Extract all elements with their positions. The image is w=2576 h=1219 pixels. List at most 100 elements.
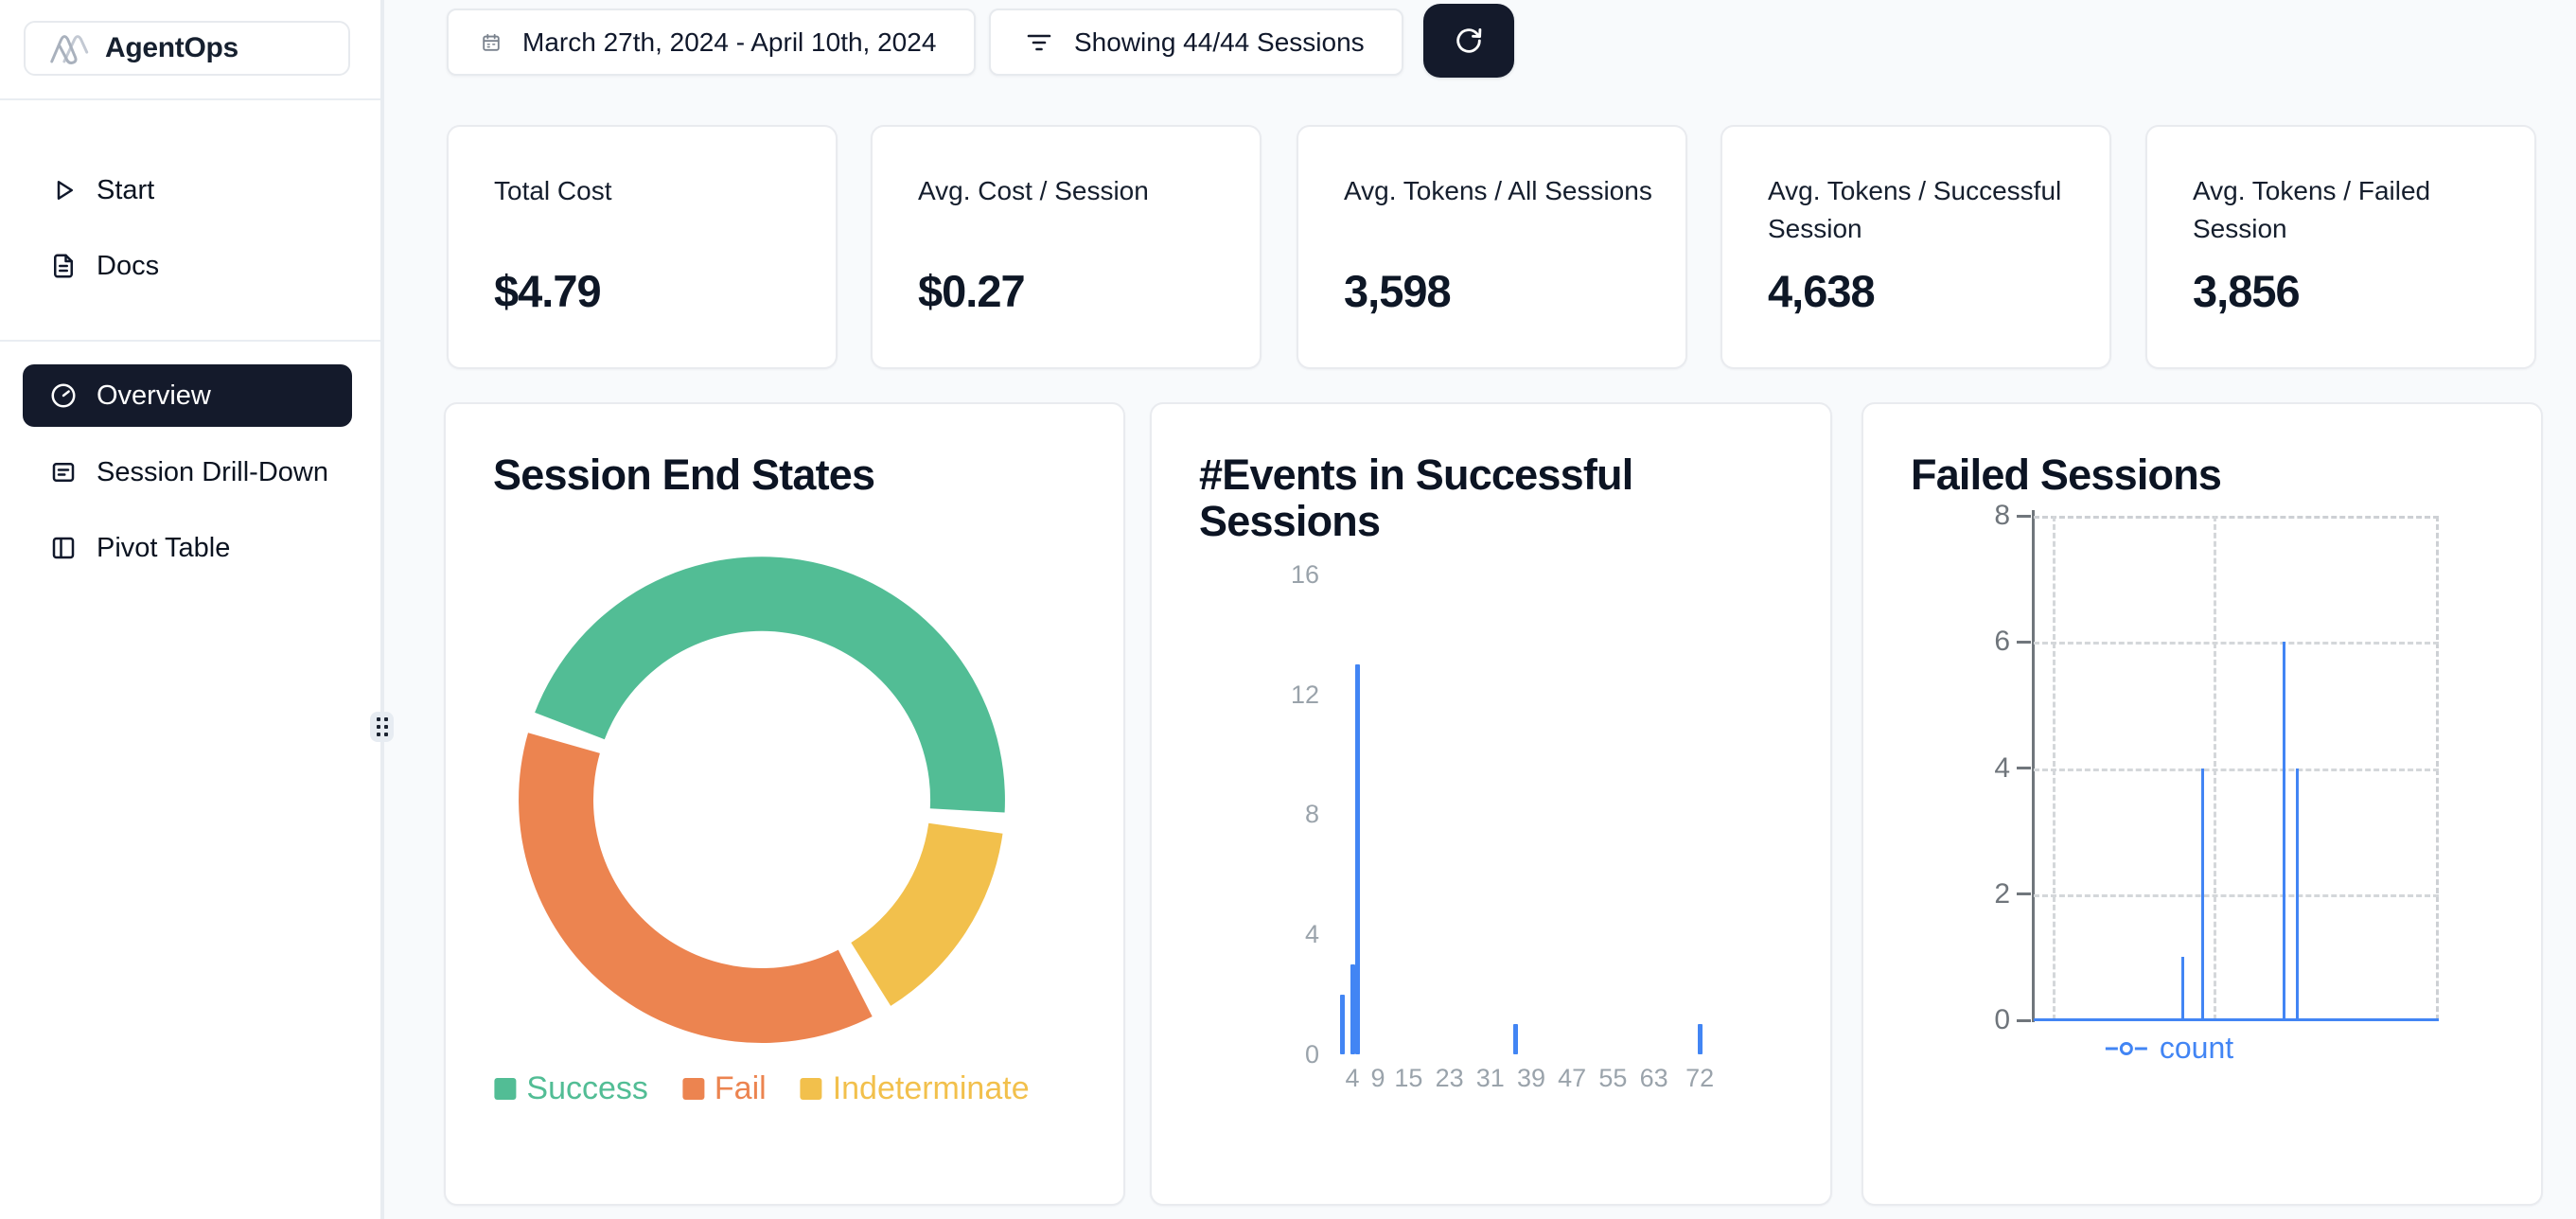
legend-label: Fail — [714, 1070, 767, 1106]
x-tick-label: 31 — [1475, 1064, 1505, 1092]
count-line-spike[interactable] — [2295, 768, 2299, 1020]
donut-segment-fail[interactable] — [519, 733, 873, 1043]
y-tick-label: 4 — [1304, 920, 1319, 949]
filter-icon — [1027, 34, 1051, 50]
count-line-spike[interactable] — [2180, 957, 2184, 1020]
h-gridline — [2034, 893, 2439, 897]
sidebar-item-label: Session Drill-Down — [97, 456, 328, 487]
events-plot[interactable]: 16 12 8 4 0 4 9 15 23 31 39 47 55 63 72 — [1152, 404, 1834, 1208]
y-tick-label: 2 — [1994, 877, 2010, 910]
count-legend-label: count — [2159, 1031, 2234, 1065]
donut-segment-success[interactable] — [535, 556, 1005, 813]
sessions-filter-button[interactable]: Showing 44/44 Sessions — [989, 9, 1403, 76]
agentops-logo-icon — [50, 35, 89, 64]
count-legend[interactable]: count — [2105, 1031, 2233, 1066]
calendar-icon — [483, 33, 500, 51]
sidebar: AgentOps Start Docs Overview Session Dri… — [0, 0, 380, 1219]
session-end-states-donut[interactable] — [519, 556, 1005, 1043]
refresh-icon — [1456, 27, 1482, 53]
y-tick-label: 0 — [1304, 1040, 1319, 1069]
failed-sessions-card: Failed Sessions 8 6 4 2 0 count — [1861, 402, 2543, 1206]
x-tick-label: 23 — [1435, 1064, 1464, 1092]
y-tick-mark — [2017, 767, 2031, 769]
stat-card-avg-tokens-failed: Avg. Tokens / Failed Session 3,856 — [2145, 125, 2536, 369]
legend-item-fail[interactable]: Fail — [681, 1070, 767, 1107]
y-tick-label: 12 — [1290, 680, 1319, 709]
y-tick-mark — [2017, 1018, 2031, 1022]
h-gridline — [2034, 642, 2439, 645]
session-end-states-card: Session End States Success Fail Indetermin… — [444, 402, 1125, 1206]
stat-value: $0.27 — [918, 266, 1026, 316]
sidebar-item-label: Overview — [97, 380, 211, 411]
sidebar-item-docs[interactable]: Docs — [23, 244, 352, 288]
panel-left-icon — [52, 537, 75, 559]
count-line-baseline — [2034, 1018, 2439, 1021]
sessions-filter-text: Showing 44/44 Sessions — [1074, 26, 1365, 57]
gauge-icon — [51, 383, 76, 408]
events-in-successful-sessions-card: #Events in Successful Sessions 16 12 8 4 0 4 9… — [1150, 402, 1832, 1206]
v-gridline — [2053, 516, 2056, 1020]
document-icon — [54, 254, 73, 278]
chart-title: Session End States — [493, 450, 875, 499]
stat-card-total-cost: Total Cost $4.79 — [447, 125, 838, 369]
x-tick-label: 72 — [1685, 1064, 1715, 1092]
legend-item-indeterminate[interactable]: Indeterminate — [800, 1070, 1030, 1107]
count-line-spike[interactable] — [2200, 768, 2204, 1020]
plot-border-top — [2034, 516, 2439, 519]
donut-legend: Success Fail Indeterminate — [494, 1070, 1030, 1107]
legend-item-success[interactable]: Success — [494, 1070, 648, 1107]
sidebar-item-session-drill-down[interactable]: Session Drill-Down — [23, 450, 352, 494]
stat-card-avg-tokens-successful: Avg. Tokens / Successful Session 4,638 — [1720, 125, 2111, 369]
sidebar-item-overview[interactable]: Overview — [23, 364, 352, 427]
legend-swatch — [681, 1078, 704, 1100]
x-tick-label: 4 — [1345, 1064, 1360, 1092]
sidebar-item-label: Pivot Table — [97, 532, 231, 563]
donut-segment-indeterminate[interactable] — [851, 822, 1003, 1006]
brand-name: AgentOps — [105, 32, 238, 63]
stat-card-avg-cost-session: Avg. Cost / Session $0.27 — [871, 125, 1262, 369]
sidebar-item-start[interactable]: Start — [23, 168, 352, 212]
stat-label: Avg. Tokens / All Sessions — [1344, 176, 1652, 205]
y-axis-line — [2032, 510, 2035, 1022]
sidebar-resize-handle[interactable] — [370, 712, 394, 742]
h-gridline — [2034, 768, 2439, 771]
histogram-bar[interactable] — [1697, 1024, 1703, 1054]
x-tick-label: 47 — [1558, 1064, 1587, 1092]
brand-logo-button[interactable]: AgentOps — [24, 21, 350, 76]
sidebar-border — [380, 0, 384, 1219]
legend-swatch — [800, 1078, 822, 1100]
play-icon — [57, 181, 73, 200]
y-tick-label: 16 — [1290, 559, 1319, 589]
histogram-bar[interactable] — [1513, 1024, 1519, 1054]
stat-value: 4,638 — [1768, 266, 1876, 316]
sidebar-item-pivot-table[interactable]: Pivot Table — [23, 526, 352, 570]
histogram-bar[interactable] — [1350, 963, 1355, 1054]
sidebar-divider-top — [0, 98, 380, 100]
stat-label: Avg. Tokens / Successful Session — [1768, 176, 2062, 243]
histogram-bar[interactable] — [1354, 663, 1360, 1054]
y-tick-label: 8 — [1304, 800, 1319, 829]
sidebar-item-label: Docs — [97, 250, 160, 281]
failed-sessions-plot[interactable]: 8 6 4 2 0 — [1994, 501, 2439, 1035]
stat-label: Total Cost — [494, 176, 612, 205]
sidebar-item-label: Start — [97, 174, 155, 205]
histogram-bar[interactable] — [1339, 994, 1345, 1054]
x-tick-label: 63 — [1639, 1064, 1668, 1092]
y-tick-label: 4 — [1994, 751, 2010, 784]
x-tick-label: 9 — [1370, 1064, 1385, 1092]
sidebar-divider-bottom — [0, 340, 380, 342]
y-tick-mark — [2017, 514, 2031, 518]
refresh-button[interactable] — [1423, 4, 1514, 78]
legend-swatch — [494, 1078, 517, 1100]
y-tick-label: 0 — [1994, 1004, 2010, 1035]
chart-title: Failed Sessions — [1911, 450, 2222, 499]
count-line-spike[interactable] — [2283, 642, 2286, 1020]
date-range-picker[interactable]: March 27th, 2024 - April 10th, 2024 — [447, 9, 976, 76]
donut-svg — [519, 556, 1005, 1043]
legend-label: Success — [526, 1070, 648, 1106]
y-tick-mark — [2017, 640, 2031, 644]
date-range-text: March 27th, 2024 - April 10th, 2024 — [522, 26, 937, 57]
y-tick-label: 6 — [1994, 626, 2010, 658]
v-gridline — [2214, 516, 2217, 1020]
